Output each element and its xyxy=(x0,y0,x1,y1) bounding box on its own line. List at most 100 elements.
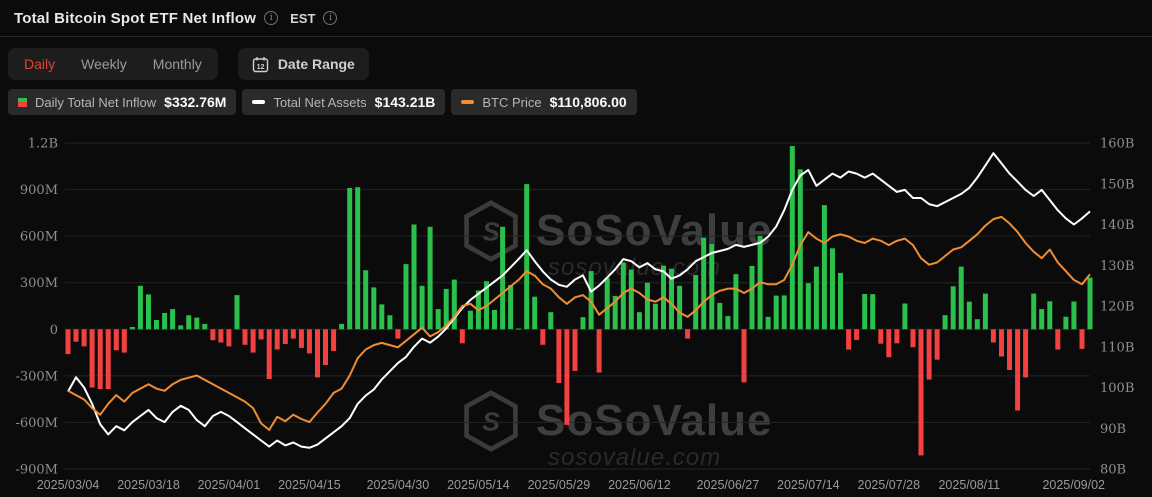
inflow-bar[interactable] xyxy=(830,248,835,330)
inflow-bar[interactable] xyxy=(612,295,618,330)
inflow-bar[interactable] xyxy=(113,329,119,351)
inflow-bar[interactable] xyxy=(966,301,972,330)
inflow-bar[interactable] xyxy=(532,296,538,330)
inflow-bar[interactable] xyxy=(226,329,232,347)
inflow-bar[interactable] xyxy=(379,304,385,330)
inflow-bar[interactable] xyxy=(1023,329,1029,378)
inflow-bar[interactable] xyxy=(178,325,184,330)
inflow-bar[interactable] xyxy=(1071,301,1077,330)
inflow-bar[interactable] xyxy=(258,329,264,340)
inflow-bar[interactable] xyxy=(154,320,159,330)
inflow-bar[interactable] xyxy=(194,317,200,330)
inflow-bar[interactable] xyxy=(741,329,747,383)
inflow-bar[interactable] xyxy=(363,270,369,330)
inflow-bar[interactable] xyxy=(918,329,924,456)
inflow-bar[interactable] xyxy=(982,293,988,330)
inflow-bar[interactable] xyxy=(508,285,514,330)
inflow-bar[interactable] xyxy=(162,313,168,330)
inflow-bar[interactable] xyxy=(821,205,827,330)
inflow-bar[interactable] xyxy=(121,329,127,353)
inflow-bar[interactable] xyxy=(548,312,554,330)
tab-weekly[interactable]: Weekly xyxy=(81,56,127,72)
inflow-bar[interactable] xyxy=(838,272,843,330)
inflow-bar[interactable] xyxy=(137,285,143,330)
inflow-bar[interactable] xyxy=(306,329,312,354)
inflow-bar[interactable] xyxy=(628,269,634,330)
inflow-bar[interactable] xyxy=(81,329,87,347)
inflow-bar[interactable] xyxy=(65,329,71,355)
inflow-bar[interactable] xyxy=(500,226,506,330)
timezone-info-icon[interactable]: i xyxy=(323,11,338,25)
inflow-bar[interactable] xyxy=(210,329,216,341)
inflow-bar[interactable] xyxy=(789,146,795,330)
inflow-bar[interactable] xyxy=(652,303,658,330)
inflow-bar[interactable] xyxy=(894,329,900,344)
legend-item-total-net-assets[interactable]: Total Net Assets $143.21B xyxy=(242,89,446,115)
inflow-bar[interactable] xyxy=(315,329,320,378)
inflow-bar[interactable] xyxy=(242,329,248,345)
inflow-bar[interactable] xyxy=(524,184,530,330)
inflow-bar[interactable] xyxy=(749,265,755,330)
inflow-bar[interactable] xyxy=(773,295,779,330)
inflow-bar[interactable] xyxy=(323,329,328,365)
inflow-bar[interactable] xyxy=(427,226,433,330)
inflow-bar[interactable] xyxy=(886,329,892,358)
inflow-bar[interactable] xyxy=(781,295,787,330)
tab-monthly[interactable]: Monthly xyxy=(152,56,202,72)
legend-item-daily-net-inflow[interactable]: Daily Total Net Inflow $332.76M xyxy=(8,89,237,115)
inflow-bar[interactable] xyxy=(709,244,715,330)
inflow-bar[interactable] xyxy=(387,315,393,330)
inflow-bar[interactable] xyxy=(516,328,522,330)
inflow-bar[interactable] xyxy=(596,329,602,373)
inflow-bar[interactable] xyxy=(572,329,578,371)
inflow-bar[interactable] xyxy=(355,187,361,330)
inflow-bar[interactable] xyxy=(443,288,449,330)
inflow-bar[interactable] xyxy=(564,329,570,425)
inflow-bar[interactable] xyxy=(958,266,964,330)
inflow-bar[interactable] xyxy=(274,329,280,350)
inflow-bar[interactable] xyxy=(854,329,860,340)
inflow-bar[interactable] xyxy=(701,237,707,330)
inflow-bar[interactable] xyxy=(129,327,135,330)
inflow-bar[interactable] xyxy=(250,329,256,353)
inflow-bar[interactable] xyxy=(846,329,852,350)
inflow-bar[interactable] xyxy=(282,329,288,344)
inflow-bar[interactable] xyxy=(89,329,95,388)
inflow-bar[interactable] xyxy=(733,274,739,330)
inflow-bar[interactable] xyxy=(644,282,650,330)
title-info-icon[interactable]: i xyxy=(264,11,279,25)
legend-item-btc-price[interactable]: BTC Price $110,806.00 xyxy=(451,89,637,115)
inflow-bar[interactable] xyxy=(347,188,353,330)
inflow-bar[interactable] xyxy=(298,329,304,348)
inflow-bar[interactable] xyxy=(910,329,916,348)
inflow-bar[interactable] xyxy=(974,319,980,330)
inflow-bar[interactable] xyxy=(1015,329,1021,411)
inflow-bar[interactable] xyxy=(234,295,240,330)
inflow-bar[interactable] xyxy=(926,329,932,380)
inflow-bar[interactable] xyxy=(878,329,884,344)
inflow-bar[interactable] xyxy=(419,285,425,330)
inflow-bar[interactable] xyxy=(604,278,610,330)
inflow-bar[interactable] xyxy=(636,312,642,330)
inflow-bar[interactable] xyxy=(870,294,876,330)
inflow-bar[interactable] xyxy=(492,309,497,330)
inflow-bar[interactable] xyxy=(765,316,771,330)
date-range-button[interactable]: 12 Date Range xyxy=(237,48,369,80)
inflow-bar[interactable] xyxy=(339,323,345,330)
inflow-bar[interactable] xyxy=(725,316,731,330)
inflow-bar[interactable] xyxy=(677,285,683,330)
inflow-bar[interactable] xyxy=(1047,301,1053,330)
inflow-bar[interactable] xyxy=(105,329,111,390)
inflow-bar[interactable] xyxy=(862,294,868,330)
inflow-bar[interactable] xyxy=(1063,316,1069,330)
inflow-bar[interactable] xyxy=(1087,277,1093,330)
inflow-bar[interactable] xyxy=(170,309,176,330)
inflow-bar[interactable] xyxy=(813,266,819,330)
inflow-bar[interactable] xyxy=(186,315,192,330)
inflow-bar[interactable] xyxy=(411,224,417,330)
inflow-bar[interactable] xyxy=(540,329,546,345)
inflow-bar[interactable] xyxy=(331,329,337,351)
inflow-bar[interactable] xyxy=(556,329,562,383)
inflow-bar[interactable] xyxy=(1007,329,1012,370)
